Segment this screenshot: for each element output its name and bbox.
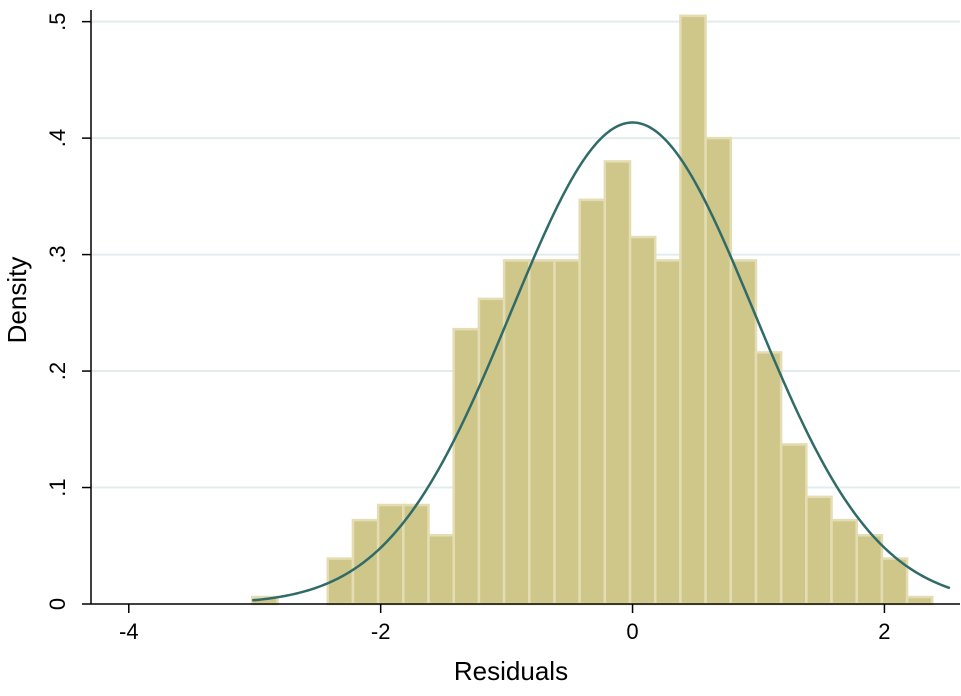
histogram-bar-11 xyxy=(528,259,556,606)
histogram-bar-24 xyxy=(855,534,884,606)
histogram-bar-10 xyxy=(502,259,531,606)
histogram-bar-14 xyxy=(603,160,632,606)
y-tick-label-4: .4 xyxy=(45,129,70,147)
histogram-bar-8 xyxy=(452,327,481,606)
histogram-bar-16 xyxy=(653,259,682,606)
histogram-bar-21 xyxy=(779,443,808,606)
y-tick-label-2: .2 xyxy=(45,362,70,380)
axis-layer xyxy=(90,10,960,605)
histogram-bar-22 xyxy=(805,495,833,606)
histogram-bar-23 xyxy=(830,518,858,606)
y-tick-label-5: .5 xyxy=(45,12,70,30)
histogram-bar-26 xyxy=(905,595,934,606)
histogram-bar-17 xyxy=(679,14,707,606)
histogram-bar-12 xyxy=(553,259,581,606)
histogram-bar-15 xyxy=(628,235,657,606)
histogram-bar-5 xyxy=(376,503,405,606)
x-tick-label-3: 2 xyxy=(878,619,890,644)
y-ticks-layer: 0 .1 .2 .3 .4 .5 xyxy=(45,12,91,610)
histogram-bar-19 xyxy=(729,259,758,606)
x-axis-title: Residuals xyxy=(454,656,568,686)
curve-layer xyxy=(252,121,951,602)
histogram-bar-25 xyxy=(880,557,909,606)
x-tick-label-2: 0 xyxy=(626,619,638,644)
x-tick-label-0: -4 xyxy=(119,619,139,644)
y-tick-label-3: .3 xyxy=(45,245,70,263)
histogram-bar-7 xyxy=(427,534,455,606)
histogram-bar-20 xyxy=(754,351,783,606)
grid-layer xyxy=(91,20,960,489)
x-ticks-layer: -4 -2 0 2 xyxy=(119,604,891,644)
normal-density-curve xyxy=(252,121,951,602)
y-tick-label-1: .1 xyxy=(45,478,70,496)
y-axis-title: Density xyxy=(2,257,32,344)
x-tick-label-1: -2 xyxy=(371,619,391,644)
y-tick-label-0: 0 xyxy=(45,598,70,610)
histogram-bar-9 xyxy=(477,297,506,606)
histogram-bar-13 xyxy=(578,198,607,606)
bars-layer xyxy=(250,14,934,606)
